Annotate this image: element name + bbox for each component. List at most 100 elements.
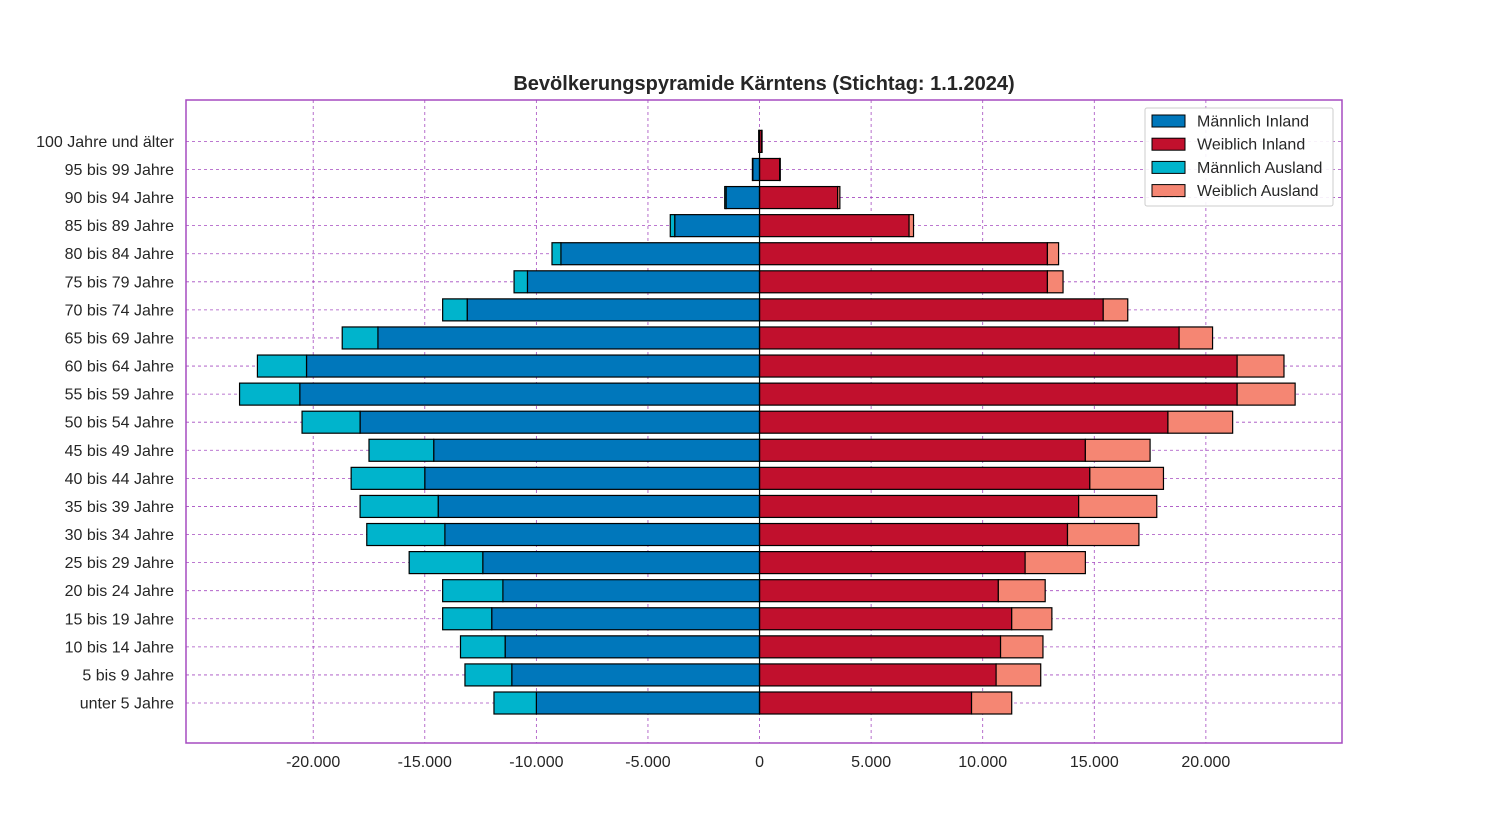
bar-maennlich-inland: [444, 522, 761, 547]
bar-weiblich-inland: [758, 522, 1069, 547]
bar-weiblich-inland: [758, 663, 997, 687]
bar-maennlich-ausland: [464, 663, 513, 687]
bar-weiblich-inland: [758, 298, 1104, 322]
y-tick-label: 50 bis 54 Jahre: [65, 415, 175, 432]
bar-maennlich-ausland: [359, 494, 439, 519]
bar-weiblich-ausland: [1178, 326, 1214, 350]
bar-maennlich-inland: [502, 579, 761, 603]
y-tick-label: 10 bis 14 Jahre: [65, 639, 175, 656]
bar-weiblich-inland: [758, 579, 999, 603]
bar-weiblich-inland: [758, 270, 1049, 294]
bar-maennlich-ausland: [408, 550, 484, 575]
bar-weiblich-ausland: [1046, 242, 1060, 266]
y-tick-label: 20 bis 24 Jahre: [65, 583, 175, 600]
legend: Männlich Inland Weiblich Inland Männlich A…: [1144, 107, 1334, 207]
bars: [238, 129, 1296, 715]
bar-maennlich-inland: [433, 438, 761, 462]
y-tick-label: 35 bis 39 Jahre: [65, 499, 175, 516]
bar-weiblich-ausland: [999, 635, 1044, 659]
legend-swatch: [1151, 137, 1186, 151]
bar-maennlich-inland: [437, 494, 761, 519]
y-tick-label: 25 bis 29 Jahre: [65, 555, 175, 572]
bar-weiblich-ausland: [1046, 270, 1064, 294]
bar-maennlich-inland: [359, 410, 761, 434]
plot-frame: [185, 99, 1343, 744]
y-tick-label: unter 5 Jahre: [80, 696, 174, 713]
bar-maennlich-ausland: [442, 607, 493, 631]
legend-label: Männlich Ausland: [1197, 160, 1322, 177]
bar-weiblich-inland: [758, 466, 1091, 490]
bar-maennlich-ausland: [350, 466, 426, 490]
bar-weiblich-inland: [758, 635, 1002, 659]
x-tick-label: -5.000: [625, 754, 670, 771]
bar-weiblich-inland: [758, 494, 1080, 519]
x-tick-label: -10.000: [509, 754, 563, 771]
bar-maennlich-ausland: [669, 214, 676, 238]
y-tick-label: 40 bis 44 Jahre: [65, 471, 175, 488]
bar-maennlich-ausland: [459, 635, 506, 659]
bar-weiblich-ausland: [1236, 382, 1296, 406]
y-tick-label: 65 bis 69 Jahre: [65, 330, 175, 347]
bar-weiblich-ausland: [1102, 298, 1129, 322]
x-tick-label: -20.000: [286, 754, 340, 771]
bar-weiblich-ausland: [1236, 354, 1285, 378]
legend-swatch: [1151, 114, 1186, 128]
y-tick-label: 70 bis 74 Jahre: [65, 302, 175, 319]
y-tick-label: 55 bis 59 Jahre: [65, 387, 175, 404]
bar-weiblich-inland: [758, 410, 1169, 434]
bar-maennlich-inland: [535, 691, 761, 715]
bar-weiblich-ausland: [995, 663, 1042, 687]
bar-weiblich-inland: [758, 214, 910, 238]
y-tick-label: 75 bis 79 Jahre: [65, 274, 175, 291]
bar-maennlich-ausland: [366, 522, 446, 547]
bar-weiblich-inland: [758, 157, 781, 182]
bar-weiblich-inland: [758, 326, 1180, 350]
chart-title: Bevölkerungspyramide Kärntens (Stichtag:…: [513, 73, 1014, 95]
bar-maennlich-inland: [482, 550, 761, 575]
y-tick-label: 100 Jahre und älter: [36, 134, 175, 151]
y-tick-label: 5 bis 9 Jahre: [82, 667, 174, 684]
bar-maennlich-inland: [560, 242, 761, 266]
bar-weiblich-inland: [758, 550, 1026, 575]
bar-maennlich-ausland: [724, 185, 727, 210]
bar-maennlich-inland: [299, 382, 761, 406]
bar-maennlich-ausland: [238, 382, 301, 406]
bar-weiblich-ausland: [1084, 438, 1151, 462]
legend-label: Männlich Inland: [1197, 114, 1309, 131]
legend-box: [1144, 107, 1334, 207]
bar-weiblich-ausland: [970, 691, 1013, 715]
bar-maennlich-inland: [491, 607, 761, 631]
bar-maennlich-inland: [424, 466, 761, 490]
bar-maennlich-ausland: [442, 579, 504, 603]
bar-weiblich-ausland: [908, 214, 915, 238]
bar-maennlich-inland: [526, 270, 761, 294]
bar-weiblich-inland: [758, 354, 1238, 378]
bar-weiblich-ausland: [1066, 522, 1140, 547]
y-tick-label: 30 bis 34 Jahre: [65, 527, 175, 544]
bar-maennlich-ausland: [341, 326, 379, 350]
y-tick-label: 60 bis 64 Jahre: [65, 359, 175, 376]
x-axis-labels: -20.000 -15.000 -10.000 -5.000 0 5.000 10.000 1…: [286, 754, 1230, 771]
bar-maennlich-ausland: [256, 354, 308, 378]
bar-weiblich-inland: [758, 382, 1238, 406]
y-tick-label: 95 bis 99 Jahre: [65, 162, 175, 179]
bar-maennlich-inland: [305, 354, 761, 378]
bar-maennlich-ausland: [368, 438, 435, 462]
bar-maennlich-inland: [752, 157, 761, 182]
bar-weiblich-inland: [758, 242, 1049, 266]
x-tick-label: -15.000: [398, 754, 452, 771]
legend-swatch: [1151, 160, 1186, 174]
x-tick-label: 15.000: [1070, 754, 1119, 771]
bar-weiblich-inland: [758, 607, 1013, 631]
x-tick-label: 5.000: [851, 754, 891, 771]
y-tick-label: 90 bis 94 Jahre: [65, 190, 175, 207]
y-axis-labels: unter 5 Jahre 5 bis 9 Jahre 10 bis 14 Jahr…: [36, 134, 175, 713]
bar-weiblich-inland: [758, 691, 973, 715]
legend-swatch: [1151, 184, 1186, 198]
bar-weiblich-ausland: [1167, 410, 1234, 434]
y-tick-label: 85 bis 89 Jahre: [65, 218, 175, 235]
bar-weiblich-ausland: [1078, 494, 1158, 519]
legend-label: Weiblich Inland: [1197, 137, 1305, 154]
bar-weiblich-ausland: [837, 185, 841, 210]
